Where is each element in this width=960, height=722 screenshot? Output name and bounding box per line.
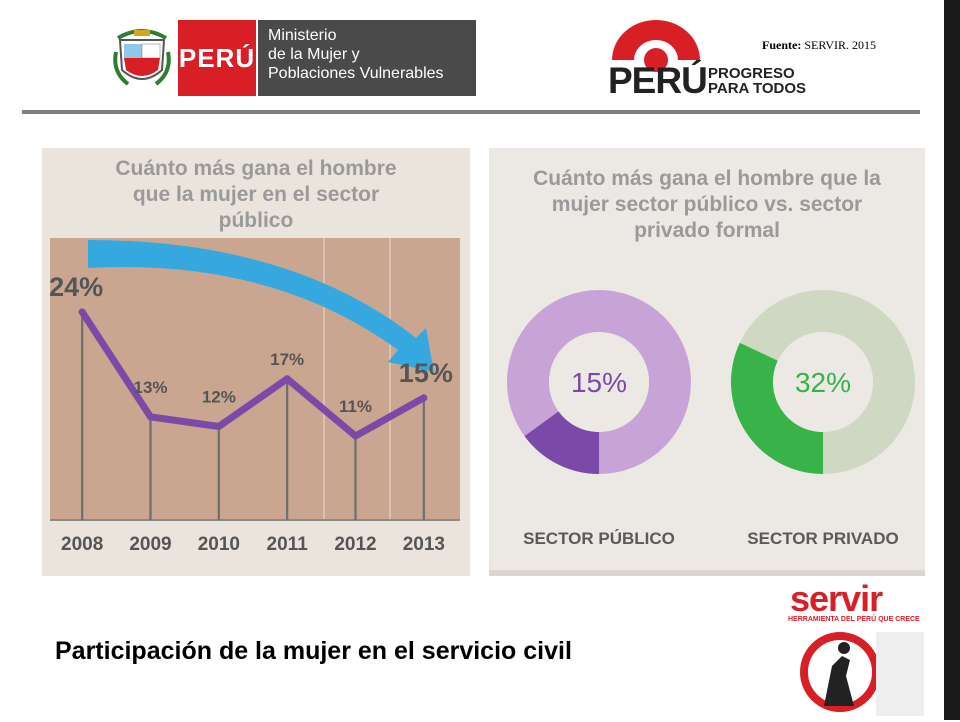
data-point xyxy=(283,375,291,383)
donut-category-label: SECTOR PRIVADO xyxy=(747,529,898,548)
data-point xyxy=(147,413,154,421)
donut-category-label: SECTOR PÚBLICO xyxy=(523,529,675,548)
servir-wordmark: servir xyxy=(790,578,883,619)
plot-divider xyxy=(389,238,391,520)
line-chart: 24% 13% 12% 17% 11% 15% 2008 2009 2010 2011 2012 20… xyxy=(49,238,460,555)
donut-hole xyxy=(773,332,873,432)
x-tick-label: 2008 xyxy=(61,534,103,555)
right-edge-strip xyxy=(944,0,960,720)
peru-coat-of-arms-icon xyxy=(113,29,171,86)
slogan-line-2: PARA TODOS xyxy=(708,80,807,97)
series-line xyxy=(78,308,428,440)
data-point xyxy=(215,422,223,430)
x-tick-label: 2010 xyxy=(198,534,240,555)
slogan-line-1: PROGRESO xyxy=(708,65,795,82)
donut-slice xyxy=(730,342,823,474)
source-note: Fuente: SERVIR. 2015 xyxy=(762,38,876,53)
plot-background xyxy=(50,238,460,520)
header: PERÚ Ministerio de la Mujer y Poblacione… xyxy=(0,0,944,110)
data-point xyxy=(78,308,86,316)
data-label: 11% xyxy=(339,397,372,416)
donut-charts: 15% SECTOR PÚBLICO 32% SECTOR PRIVADO xyxy=(489,290,925,576)
donut-slice xyxy=(524,411,599,474)
data-label: 24% xyxy=(49,272,103,302)
donut-charts-panel: Cuánto más gana el hombre que la mujer s… xyxy=(489,148,925,576)
data-label: 12% xyxy=(202,387,236,406)
donut-chart-title: Cuánto más gana el hombre que la mujer s… xyxy=(533,167,881,242)
servir-emblem-icon xyxy=(800,632,924,716)
x-tick-label: 2012 xyxy=(334,534,376,555)
slide-title: Participación de la mujer en el servicio… xyxy=(55,637,572,665)
data-label: 13% xyxy=(133,378,167,397)
plot-divider xyxy=(323,238,325,520)
x-tick-label: 2009 xyxy=(129,534,171,555)
data-point xyxy=(352,432,359,440)
trend-arrow xyxy=(88,240,434,372)
servir-logo: servir HERRAMIENTA DEL PERÚ QUE CRECE xyxy=(780,576,940,720)
data-label: 17% xyxy=(270,350,304,369)
panel-bottom-band xyxy=(489,570,925,576)
header-divider xyxy=(22,110,920,114)
ministry-line-3: Poblaciones Vulnerables xyxy=(268,65,444,82)
x-tick-label: 2013 xyxy=(403,534,445,555)
data-point xyxy=(420,394,428,402)
source-value: SERVIR. 2015 xyxy=(804,38,877,52)
donut-value-label: 15% xyxy=(571,367,627,398)
slogan-peru: PERÚ xyxy=(608,60,708,101)
slogan-tagline: PROGRESO PARA TODOS xyxy=(708,66,806,96)
ministry-name: Ministerio de la Mujer y Poblaciones Vul… xyxy=(258,20,476,96)
peru-label: PERÚ xyxy=(178,20,256,96)
ministry-line-1: Ministerio xyxy=(268,27,337,44)
ministry-line-2: de la Mujer y xyxy=(268,46,360,63)
source-label: Fuente: xyxy=(762,38,802,52)
servir-tagline: HERRAMIENTA DEL PERÚ QUE CRECE xyxy=(788,616,920,623)
donut-hole xyxy=(549,332,649,432)
donut-value-label: 32% xyxy=(795,367,851,398)
line-chart-title: Cuánto más gana el hombre que la mujer e… xyxy=(115,157,397,232)
peru-progreso-logo-icon xyxy=(612,20,700,72)
line-chart-panel: Cuánto más gana el hombre que la mujer e… xyxy=(42,148,470,576)
x-tick-label: 2011 xyxy=(267,534,309,555)
data-label: 15% xyxy=(399,358,453,388)
